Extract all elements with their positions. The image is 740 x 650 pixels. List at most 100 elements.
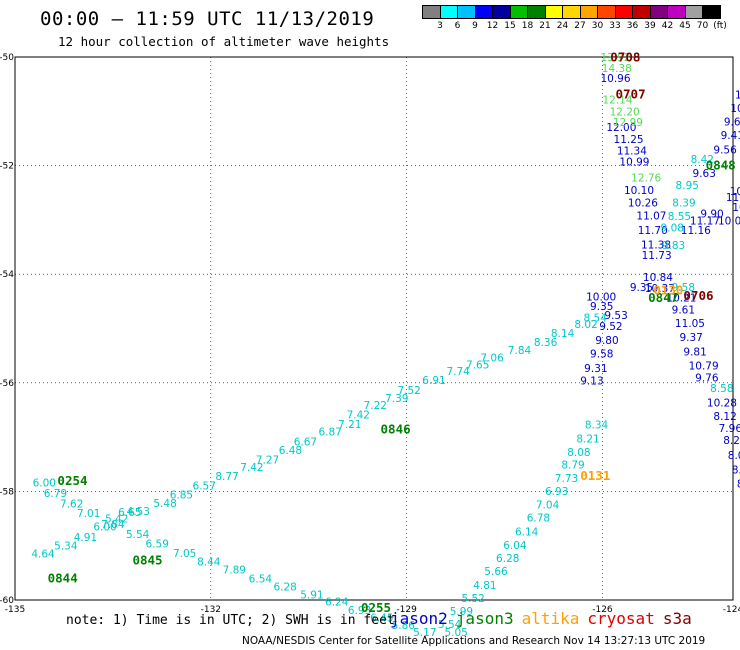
wave-height-point: 9.81 — [683, 346, 706, 358]
wave-height-point: 7.22 — [364, 400, 387, 412]
legend-label: 9 — [472, 21, 478, 31]
color-legend: 3 6 9 12 15 18 21 24 27 30 33 36 39 42 45 70 (ft) — [422, 5, 740, 33]
wave-height-point: 10.49 — [730, 103, 740, 115]
wave-height-point: 6.28 — [273, 581, 296, 593]
wave-height-point: 9.83 — [662, 240, 685, 252]
wave-height-point: 6.00 — [33, 478, 56, 490]
wave-height-point: 7.27 — [256, 454, 279, 466]
x-tick-label: -124 — [723, 605, 740, 615]
wave-height-point: 5.91 — [300, 590, 323, 602]
wave-height-point: 9.58 — [672, 282, 695, 294]
wave-height-point: 7.39 — [385, 393, 408, 405]
credit-line: NOAA/NESDIS Center for Satellite Applica… — [242, 635, 706, 647]
wave-height-point: 12.76 — [631, 173, 661, 185]
legend-label: 6 — [454, 21, 461, 31]
wave-height-point: 7.96 — [719, 423, 740, 435]
legend-label: (ft) — [713, 21, 727, 31]
wave-height-point: 5.52 — [461, 593, 484, 605]
wave-height-point: 7.05 — [173, 548, 196, 560]
footer-note: note: 1) Time is in UTC; 2) SWH is in fe… — [66, 613, 395, 628]
wave-height-point: 5.17 — [413, 627, 436, 639]
legend-swatches — [422, 5, 740, 19]
wave-height-point: 9.90 — [700, 208, 723, 220]
wave-height-point: 8.21 — [576, 434, 599, 446]
wave-height-point: 7.62 — [60, 498, 83, 510]
y-tick-label: -60 — [0, 596, 14, 606]
legend-label: 33 — [609, 21, 621, 31]
time-marker: 0254 — [57, 473, 87, 488]
wave-height-point: 9.61 — [672, 304, 695, 316]
wave-height-point: 11.07 — [636, 211, 666, 223]
wave-height-point: 5.34 — [54, 541, 78, 553]
wave-height-point: 5.48 — [153, 498, 176, 510]
legend-label: 70 — [696, 21, 709, 31]
wave-height-point: 10.99 — [619, 156, 649, 168]
wave-height-point: 9.56 — [713, 144, 737, 156]
wave-height-point: 10.10 — [624, 185, 654, 197]
wave-height-point: 11.05 — [675, 318, 705, 330]
x-tick-label: -126 — [592, 605, 613, 615]
y-tick-label: -52 — [0, 162, 14, 172]
wave-height-point: 6.04 — [503, 540, 527, 552]
wave-height-point: 9.41 — [721, 130, 740, 142]
wave-height-point: 8.44 — [197, 556, 221, 568]
wave-height-point: 6.24 — [325, 597, 349, 609]
wave-height-point: 7.65 — [466, 359, 489, 371]
wave-height-point: 7.73 — [555, 473, 578, 485]
legend-label: 24 — [556, 21, 569, 31]
legend-label: 21 — [539, 21, 551, 31]
y-tick-label: -54 — [0, 270, 14, 280]
wave-height-point: 8.50 — [732, 465, 740, 477]
wave-height-point: 7.21 — [338, 419, 361, 431]
wave-height-point: 8.08 — [567, 447, 590, 459]
wave-height-point: 6.78 — [527, 512, 550, 524]
wave-height-point: 5.54 — [438, 619, 462, 631]
satellite-s3a: s3a — [662, 609, 692, 628]
wave-height-point: 6.00 — [93, 522, 116, 534]
wave-height-point: 11.73 — [642, 250, 672, 262]
wave-height-point: 8.04 — [737, 478, 740, 490]
x-tick-label: -129 — [396, 605, 417, 615]
wave-height-point: 6.45 — [370, 612, 393, 624]
wave-height-point: 11.17 — [690, 215, 720, 227]
wave-height-point: 8.77 — [215, 471, 238, 483]
y-tick-label: -58 — [0, 487, 14, 497]
wave-height-point: 10.52 — [730, 186, 740, 198]
legend-label: 18 — [521, 21, 534, 31]
wave-height-point: 6.87 — [319, 427, 342, 439]
wave-height-point: 9.58 — [590, 348, 613, 360]
time-marker: 0847 — [648, 290, 678, 305]
legend-label: 12 — [486, 21, 499, 31]
wave-height-point: 12.14 — [602, 94, 632, 106]
time-marker: 0848 — [706, 158, 736, 173]
wave-height-point: 9.76 — [695, 372, 719, 384]
wave-height-point: 6.67 — [294, 436, 317, 448]
wave-height-point: 11.24 — [726, 192, 740, 204]
wave-height-point: 8.14 — [551, 328, 575, 340]
wave-height-point: 6.65 — [118, 507, 141, 519]
legend-label: 30 — [591, 21, 604, 31]
wave-height-point: 8.42 — [691, 154, 714, 166]
satellite-altika: altika — [521, 609, 580, 628]
wave-height-point: 6.28 — [496, 553, 519, 565]
wave-height-point: 7.84 — [508, 345, 532, 357]
wave-height-point: 7.52 — [397, 385, 420, 397]
satellite-cryosat: cryosat — [587, 609, 655, 628]
time-marker: 0708 — [610, 50, 640, 65]
wave-height-point: 6.48 — [279, 445, 302, 457]
legend-label: 42 — [661, 21, 674, 31]
wave-height-point: 10.92 — [735, 89, 740, 101]
wave-height-point: 6.57 — [193, 480, 216, 492]
wave-height-point: 8.22 — [723, 435, 740, 447]
wave-height-point: 8.39 — [672, 198, 695, 210]
wave-height-point: 8.79 — [561, 459, 584, 471]
wave-height-point: 7.84 — [101, 519, 125, 531]
wave-height-point: 9.52 — [599, 321, 622, 333]
wave-height-point: 9.80 — [595, 335, 618, 347]
wave-height-point: 11.38 — [641, 239, 671, 251]
wave-height-point: 5.42 — [105, 514, 128, 526]
wave-height-point: 4.64 — [31, 548, 55, 560]
wave-height-point: 5.54 — [126, 529, 150, 541]
wave-height-point: 8.36 — [534, 337, 558, 349]
